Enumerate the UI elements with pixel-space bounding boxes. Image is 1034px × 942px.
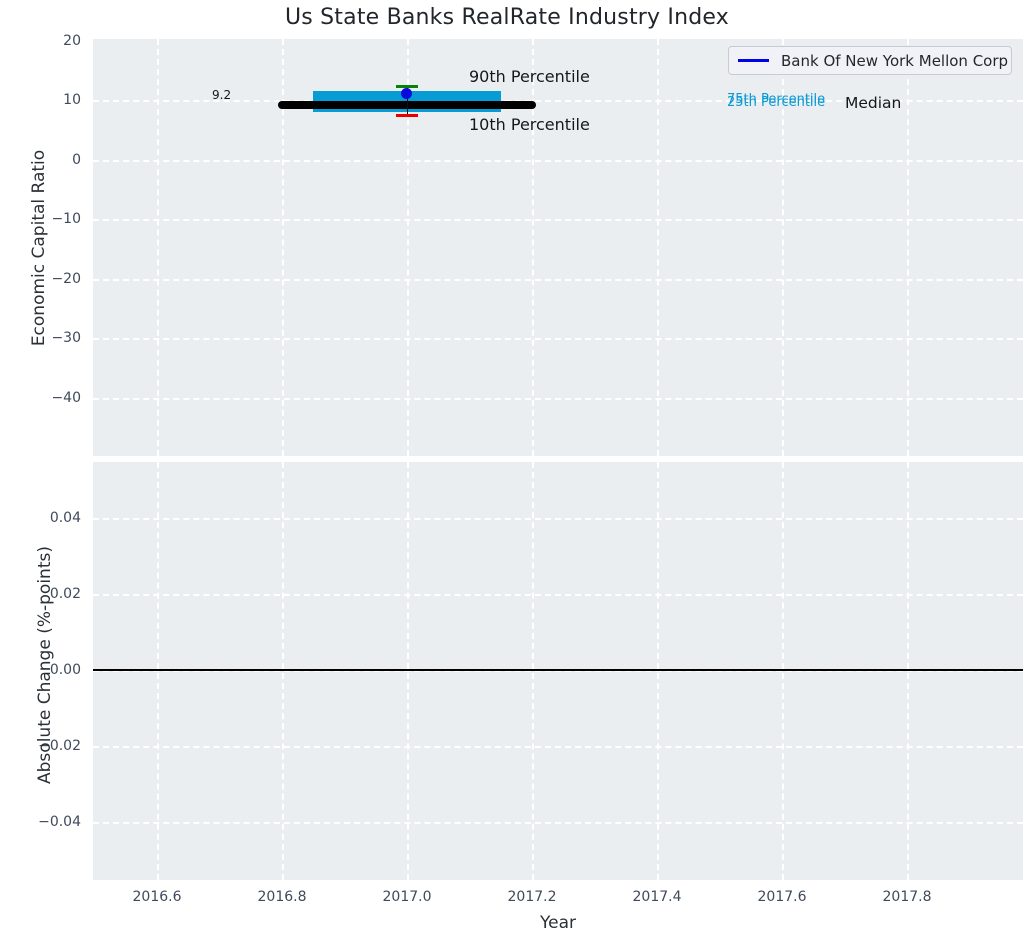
grid-line [93, 159, 1023, 162]
grid-line [93, 278, 1023, 281]
top-plot-area: 9.2 90th Percentile 10th Percentile 75th… [93, 39, 1023, 456]
grid-line [782, 39, 784, 456]
chart-title: Us State Banks RealRate Industry Index [284, 5, 729, 30]
grid-line [93, 397, 1023, 400]
p75-label: 75th Percentile [727, 91, 826, 107]
grid-line [93, 594, 1023, 596]
y-tick-label: −40 [51, 389, 81, 406]
grid-line [93, 100, 1023, 102]
bottom-y-axis-label: Absolute Change (%-points) [35, 546, 55, 784]
grid-line [93, 822, 1023, 824]
y-tick-label: −10 [51, 211, 81, 227]
zero-line [93, 669, 1023, 672]
grid-line [93, 338, 1023, 340]
x-tick-label: 2017.4 [632, 889, 682, 905]
grid-line [93, 746, 1023, 748]
whisker-line [406, 87, 408, 114]
y-tick-label: 0.00 [49, 662, 81, 678]
company-data-point [401, 87, 412, 99]
x-tick-label: 2016.6 [132, 889, 182, 905]
grid-line [157, 39, 159, 456]
x-tick-label: 2017.8 [882, 889, 932, 905]
median-value-annotation: 9.2 [212, 88, 232, 102]
x-tick-label: 2017.2 [507, 889, 557, 905]
y-tick-label: −30 [51, 330, 81, 346]
y-tick-label: 0 [72, 151, 81, 168]
legend: Bank Of New York Mellon Corp [728, 46, 1012, 75]
grid-line [407, 39, 409, 456]
grid-line [907, 39, 909, 456]
x-tick-label: 2016.8 [257, 889, 307, 905]
x-axis-label: Year [540, 913, 576, 933]
grid-line [282, 39, 284, 456]
y-tick-label: 0.02 [49, 586, 81, 602]
bottom-plot-area [93, 462, 1023, 880]
p90-label: 90th Percentile [469, 67, 590, 86]
y-tick-label: −20 [51, 270, 81, 287]
grid-line [532, 39, 534, 456]
top-y-axis-label: Economic Capital Ratio [29, 149, 49, 347]
p10-label: 10th Percentile [469, 115, 590, 134]
x-tick-label: 2017.0 [382, 889, 432, 905]
p90-cap-marker [395, 84, 418, 88]
y-tick-label: −0.04 [38, 814, 81, 830]
y-tick-label: 0.04 [49, 510, 81, 526]
legend-line-icon [738, 59, 769, 62]
grid-line [93, 518, 1023, 520]
legend-label: Bank Of New York Mellon Corp [781, 51, 1009, 70]
x-tick-label: 2017.6 [757, 889, 807, 905]
grid-line [657, 39, 659, 456]
y-tick-label: 20 [63, 32, 81, 49]
grid-line [93, 219, 1023, 221]
p10-cap-marker [396, 114, 418, 117]
median-label: Median [845, 94, 902, 112]
y-tick-label: −0.02 [38, 738, 81, 754]
y-tick-label: 10 [63, 92, 81, 108]
p25-label: 25th Percentile [727, 94, 826, 110]
